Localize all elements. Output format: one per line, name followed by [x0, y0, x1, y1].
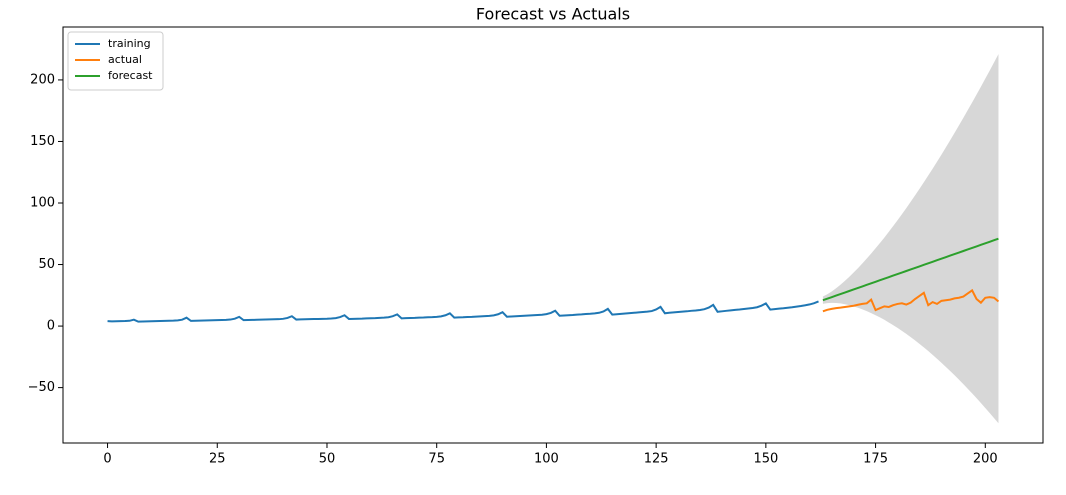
- y-tick-label: 200: [30, 72, 55, 87]
- series-line: [107, 300, 819, 323]
- y-tick-label: 0: [47, 319, 55, 334]
- series-line: [822, 288, 1000, 313]
- x-tick-label: 25: [209, 452, 226, 467]
- series-line: [822, 237, 999, 302]
- y-tick-label: 150: [30, 134, 55, 149]
- legend-label: forecast: [108, 69, 153, 82]
- y-tick-label: 50: [38, 257, 55, 272]
- x-tick-label: 150: [753, 452, 778, 467]
- y-tick-label: 100: [30, 196, 55, 211]
- y-tick-label: −50: [28, 380, 55, 395]
- legend-label: actual: [108, 53, 142, 66]
- plot-frame: [62, 26, 1044, 444]
- chart-title: Forecast vs Actuals: [476, 5, 630, 24]
- confidence-band: [822, 54, 999, 424]
- x-tick-label: 200: [973, 452, 998, 467]
- x-tick-label: 125: [644, 452, 669, 467]
- x-tick-label: 100: [534, 452, 559, 467]
- legend-label: training: [108, 37, 151, 50]
- x-tick-label: 75: [428, 452, 445, 467]
- x-tick-label: 175: [863, 452, 888, 467]
- x-tick-label: 0: [103, 452, 111, 467]
- x-tick-label: 50: [319, 452, 336, 467]
